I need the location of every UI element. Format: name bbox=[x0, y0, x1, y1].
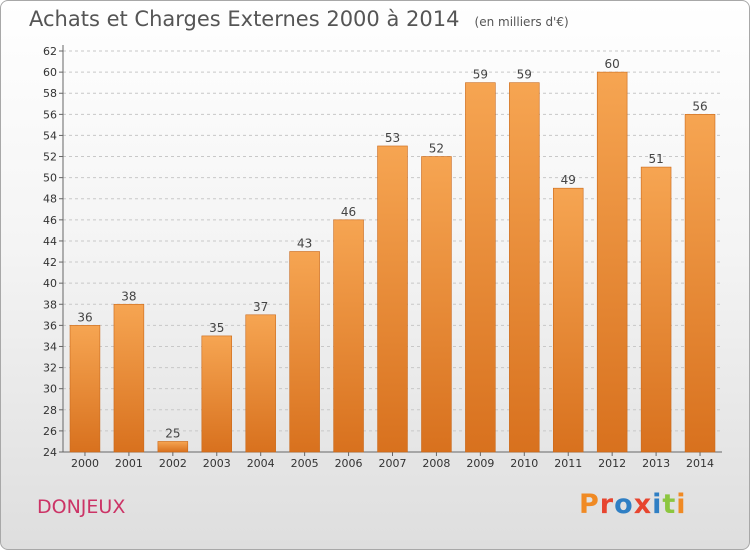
title-row: Achats et Charges Externes 2000 à 2014 (… bbox=[29, 7, 569, 31]
bar-layer bbox=[69, 71, 716, 453]
logo-letter: t bbox=[662, 489, 677, 520]
bar-value-label: 53 bbox=[385, 131, 400, 145]
x-tick-label: 2009 bbox=[466, 457, 494, 470]
bar bbox=[465, 82, 496, 453]
grid-layer bbox=[63, 50, 722, 453]
chart-unit: (en milliers d'€) bbox=[474, 15, 569, 29]
y-tick-label: 58 bbox=[43, 87, 57, 100]
bar bbox=[421, 156, 452, 453]
y-tick-label: 52 bbox=[43, 151, 57, 164]
y-tick-label: 32 bbox=[43, 362, 57, 375]
x-tick-label: 2010 bbox=[510, 457, 538, 470]
bar bbox=[552, 187, 584, 453]
logo-letter: r bbox=[599, 489, 615, 520]
bar-value-label: 25 bbox=[165, 426, 180, 440]
y-tick-label: 38 bbox=[43, 298, 57, 311]
bar-value-label: 46 bbox=[341, 205, 356, 219]
logo-letter: i bbox=[676, 489, 687, 520]
x-tick-label: 2012 bbox=[598, 457, 626, 470]
bar bbox=[69, 325, 101, 453]
y-tick-label: 42 bbox=[43, 256, 57, 269]
bar bbox=[201, 335, 233, 453]
x-tick-label: 2002 bbox=[159, 457, 187, 470]
x-tick-label: 2008 bbox=[422, 457, 450, 470]
y-tick-label: 36 bbox=[43, 319, 57, 332]
y-tick-label: 26 bbox=[43, 425, 57, 438]
bar bbox=[333, 219, 364, 453]
x-tick-label: 2014 bbox=[686, 457, 714, 470]
chart-title: Achats et Charges Externes 2000 à 2014 bbox=[29, 7, 460, 31]
bar bbox=[245, 314, 276, 453]
label-layer: 36 38 25 35 37 43 46 53 52 59 59 49 60 51 56 bbox=[77, 57, 707, 440]
axis-layer: 24 26 28 30 32 34 36 38 40 42 44 46 48 50 52 54 56 58 60 62… bbox=[43, 45, 722, 470]
bar bbox=[684, 114, 716, 453]
bar-value-label: 59 bbox=[517, 68, 532, 82]
logo-letter: x bbox=[633, 489, 653, 520]
y-tick-label: 34 bbox=[43, 340, 57, 353]
x-tick-label: 2001 bbox=[115, 457, 143, 470]
bar bbox=[596, 71, 628, 453]
bar bbox=[377, 145, 408, 453]
y-tick-label: 62 bbox=[43, 45, 57, 58]
x-tick-label: 2005 bbox=[291, 457, 319, 470]
y-tick-label: 50 bbox=[43, 172, 57, 185]
bar-value-label: 38 bbox=[121, 289, 136, 303]
bar-value-label: 59 bbox=[473, 68, 488, 82]
bar bbox=[289, 251, 320, 453]
bar-value-label: 36 bbox=[77, 310, 92, 324]
bar bbox=[509, 82, 540, 453]
x-tick-label: 2003 bbox=[203, 457, 231, 470]
bar-value-label: 49 bbox=[561, 173, 576, 187]
proxiti-logo[interactable]: Proxiti bbox=[579, 489, 687, 520]
x-tick-label: 2013 bbox=[642, 457, 670, 470]
x-tick-label: 2011 bbox=[554, 457, 582, 470]
x-tick-label: 2004 bbox=[247, 457, 275, 470]
y-tick-label: 60 bbox=[43, 66, 57, 79]
y-tick-label: 24 bbox=[43, 446, 57, 459]
logo-letter: P bbox=[579, 489, 600, 520]
y-tick-label: 44 bbox=[43, 235, 57, 248]
bar-value-label: 51 bbox=[648, 152, 663, 166]
bar bbox=[157, 441, 189, 453]
y-tick-label: 28 bbox=[43, 404, 57, 417]
x-tick-label: 2000 bbox=[71, 457, 99, 470]
y-tick-label: 54 bbox=[43, 129, 57, 142]
bar bbox=[113, 303, 145, 453]
bar-value-label: 52 bbox=[429, 142, 444, 156]
logo-letter: o bbox=[614, 489, 634, 520]
x-tick-label: 2006 bbox=[335, 457, 363, 470]
bar-value-label: 37 bbox=[253, 300, 268, 314]
bar bbox=[640, 166, 672, 453]
bar-value-label: 43 bbox=[297, 237, 312, 251]
y-tick-label: 40 bbox=[43, 277, 57, 290]
logo-letter: i bbox=[652, 489, 663, 520]
x-tick-label: 2007 bbox=[379, 457, 407, 470]
bar-value-label: 56 bbox=[692, 99, 707, 113]
bar-value-label: 35 bbox=[209, 321, 224, 335]
y-tick-label: 46 bbox=[43, 214, 57, 227]
bar-value-label: 60 bbox=[605, 57, 620, 71]
commune-name: DONJEUX bbox=[37, 496, 126, 518]
y-tick-label: 56 bbox=[43, 108, 57, 121]
y-tick-label: 48 bbox=[43, 193, 57, 206]
y-tick-label: 30 bbox=[43, 383, 57, 396]
